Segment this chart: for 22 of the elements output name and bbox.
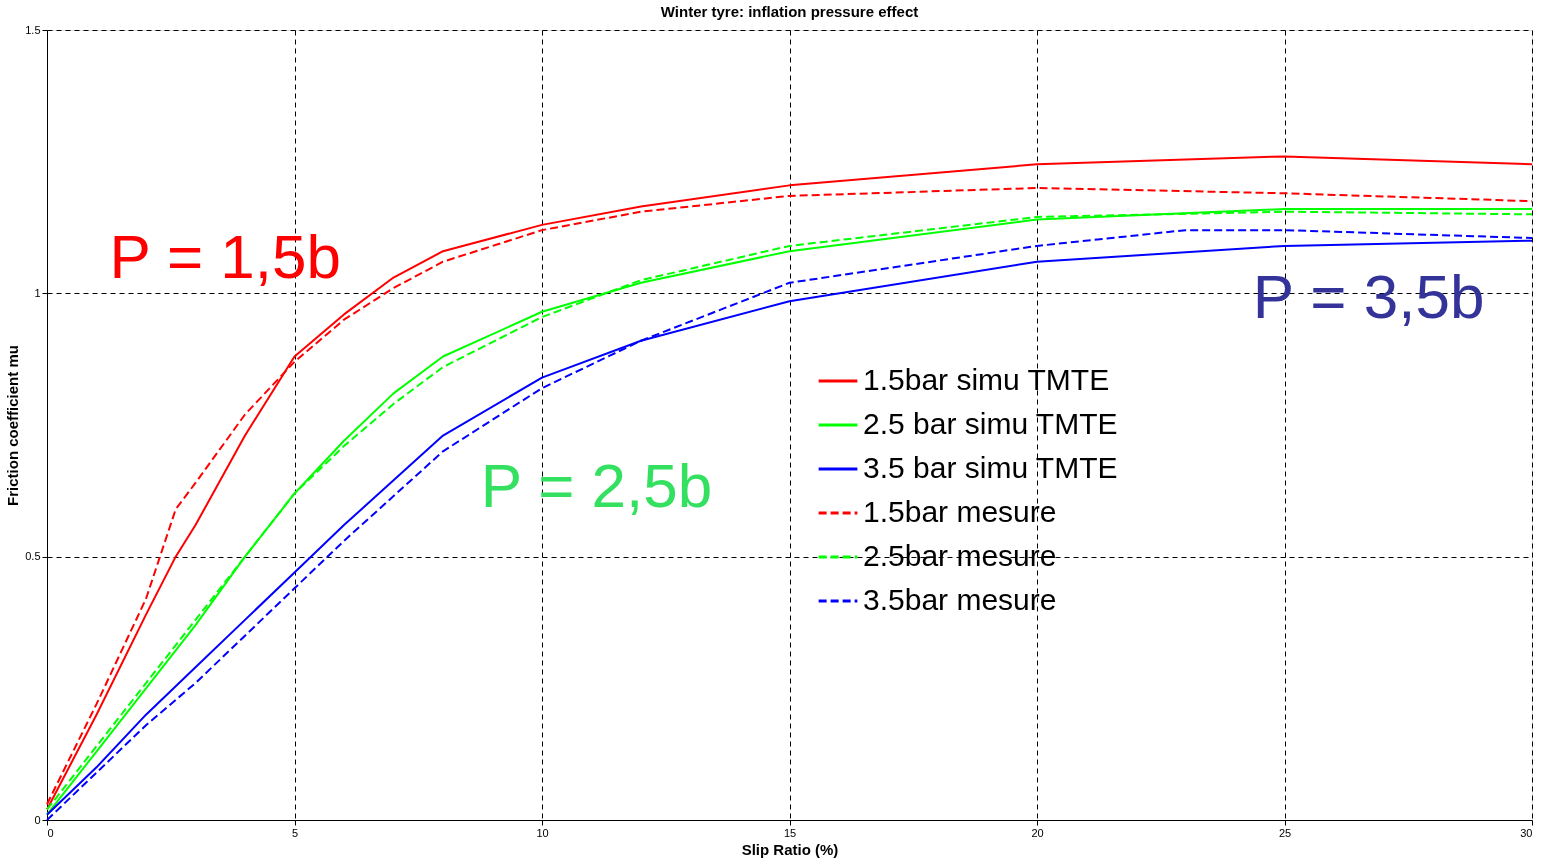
legend-label: 1.5bar simu TMTE	[863, 363, 1110, 396]
y-tick-label: 0.5	[25, 550, 41, 563]
y-tick-label: 1.5	[25, 23, 41, 36]
x-tick-label: 25	[1278, 826, 1292, 839]
x-tick-label: 5	[291, 826, 299, 839]
x-tick-label: 30	[1520, 826, 1533, 839]
chart-title: Winter tyre: inflation pressure effect	[660, 3, 919, 20]
y-tick-label: 1	[34, 286, 41, 299]
legend-label: 3.5 bar simu TMTE	[863, 451, 1118, 484]
x-tick-label: 0	[47, 826, 54, 839]
x-tick-label: 10	[536, 826, 549, 839]
legend-label: 1.5bar mesure	[863, 495, 1057, 528]
legend-label: 2.5bar mesure	[863, 539, 1057, 572]
legend-label: 2.5 bar simu TMTE	[863, 407, 1118, 440]
x-tick-label: 20	[1031, 826, 1044, 839]
annotation: P = 2,5b	[480, 451, 713, 521]
x-axis-title: Slip Ratio (%)	[741, 840, 839, 858]
y-tick-label: 0	[34, 813, 41, 826]
legend-label: 3.5bar mesure	[863, 583, 1057, 616]
x-tick-label: 15	[783, 826, 797, 839]
annotation: P = 1,5b	[109, 222, 341, 292]
y-axis-title: Friction coefficient mu	[4, 345, 22, 506]
